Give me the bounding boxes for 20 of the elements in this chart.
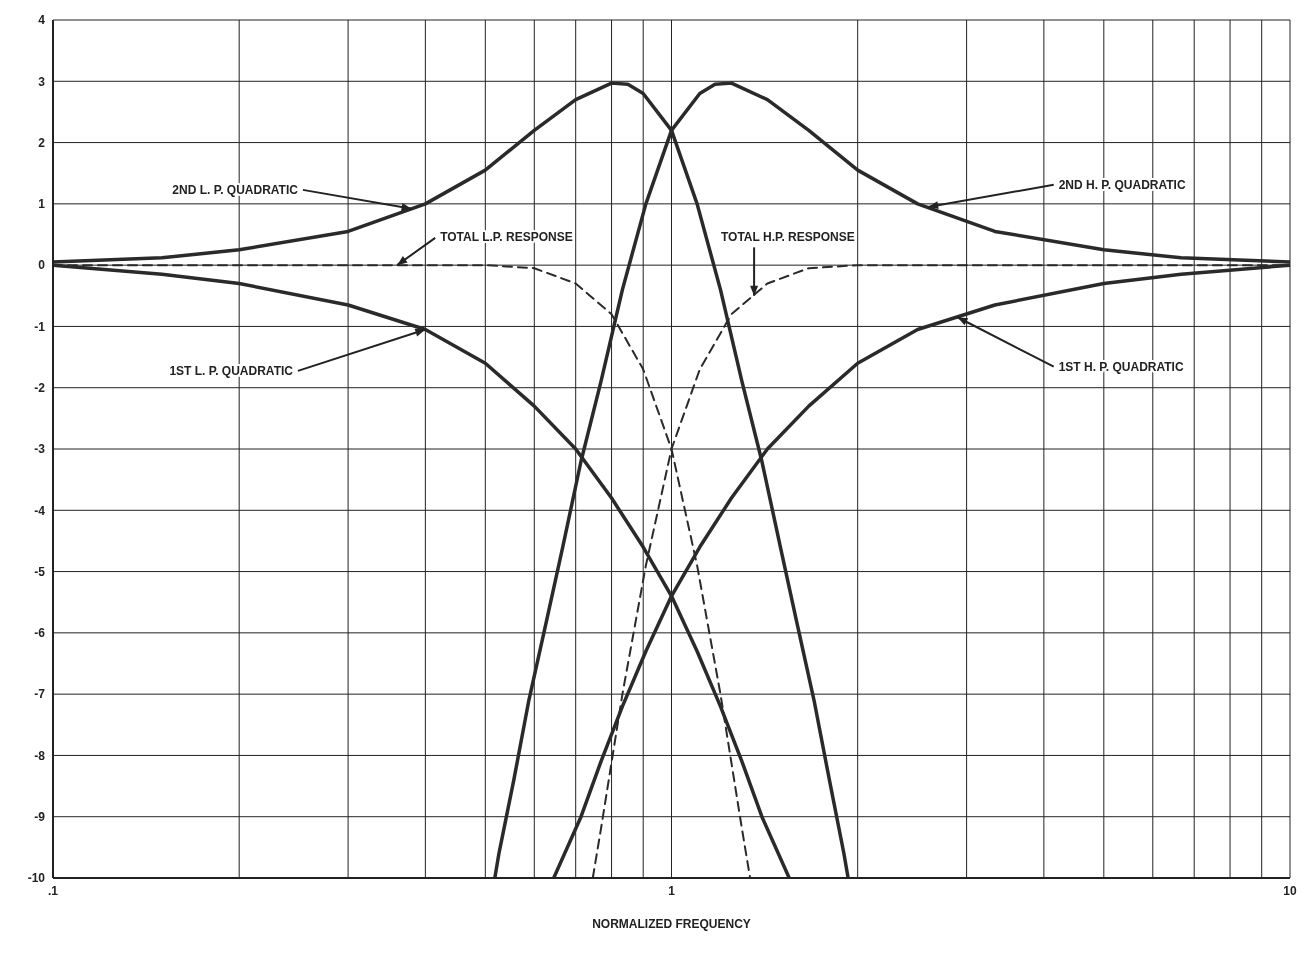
- y-tick-label: -10: [27, 871, 46, 886]
- y-tick-label: -1: [34, 319, 46, 334]
- y-tick-label: -7: [34, 687, 46, 702]
- annotation: TOTAL H.P. RESPONSE: [720, 229, 855, 244]
- y-tick-label: 3: [38, 74, 46, 89]
- y-tick-label: 0: [38, 258, 46, 273]
- y-tick-label: -5: [34, 564, 46, 579]
- x-tick-label: 1: [668, 883, 676, 898]
- x-axis-title: NORMALIZED FREQUENCY: [592, 917, 751, 931]
- y-tick-label: 1: [38, 197, 46, 212]
- x-tick-label: 10: [1283, 883, 1297, 898]
- y-tick-label: 2: [38, 135, 46, 150]
- y-tick-label: -2: [34, 380, 46, 395]
- y-tick-label: -4: [34, 503, 46, 518]
- y-tick-label: 4: [38, 13, 46, 28]
- y-tick-label: -3: [34, 442, 46, 457]
- y-tick-label: -8: [34, 748, 46, 763]
- y-tick-label: -6: [34, 626, 46, 641]
- x-tick-label: .1: [47, 883, 59, 898]
- y-tick-label: -9: [34, 809, 46, 824]
